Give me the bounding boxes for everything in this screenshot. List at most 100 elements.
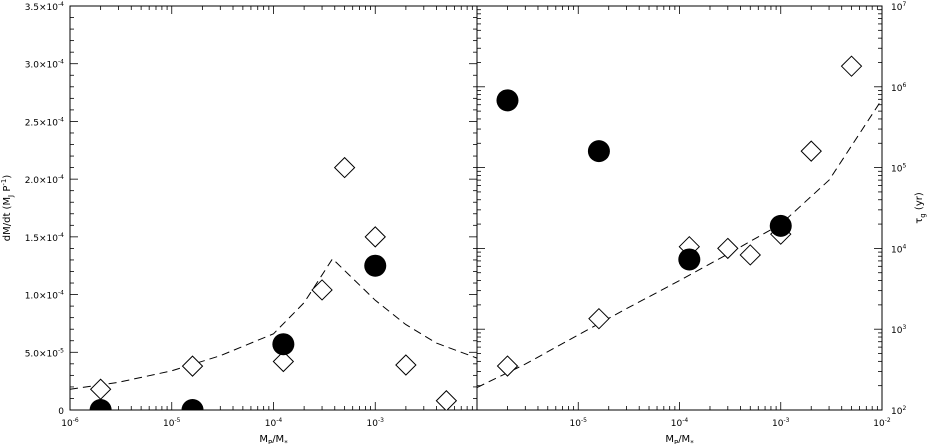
left-x-tick-label-sup: -3 — [378, 417, 384, 424]
right-y-tick-label-sup: 3 — [902, 324, 906, 331]
left-plot-frame — [69, 5, 478, 411]
left-x-tick-label: 10-5​ — [163, 417, 181, 429]
right-y-tick-label: 107​ — [891, 1, 906, 13]
right-x-tick-label-sup: -3 — [783, 417, 789, 424]
right-y-tick-label-sup: 5 — [902, 163, 906, 170]
right-x-tick-label-sup: -2 — [885, 417, 891, 424]
left-x-tick-label-sup: -4 — [276, 417, 282, 424]
right-y-tick-label-sup: 4 — [902, 243, 906, 250]
right-x-axis-title: MP​/M*​ — [665, 434, 694, 444]
left-x-tick-label-part: 10 — [265, 419, 277, 429]
left-x-axis-title-part: /M — [272, 434, 284, 444]
left-model-dashed-line — [70, 258, 477, 390]
left-x-axis-title-sub: P — [268, 439, 272, 444]
right-open-diamond-point — [496, 355, 519, 377]
left-y-tick-label-part: 3.5×10 — [25, 3, 59, 13]
right-y-axis-title-part: τ — [914, 218, 925, 224]
left-y-tick-label-sup: -4 — [58, 116, 64, 123]
left-filled-circle-point — [364, 254, 387, 277]
left-y-tick-label-sup: -4 — [58, 290, 64, 297]
right-y-tick-label-part: 10 — [891, 84, 903, 94]
left-y-tick-label: 3.0×10-4​ — [25, 59, 64, 71]
left-x-tick-label-part: 10 — [61, 419, 73, 429]
left-y-tick-label: 2.5×10-4​ — [25, 116, 64, 128]
right-open-diamond-point — [739, 244, 761, 266]
right-x-tick-label-part: 10 — [570, 419, 582, 429]
left-x-tick-label-sup: -5 — [174, 417, 180, 424]
left-y-tick-label-part: 1.5×10 — [25, 234, 59, 244]
right-y-axis-title: τg​ (yr) — [914, 192, 927, 224]
right-y-tick-label: 102​ — [891, 405, 906, 417]
left-y-tick-label-part: 1.0×10 — [25, 292, 59, 302]
right-x-tick-label-sup: -5 — [581, 417, 587, 424]
right-y-tick-label: 105​ — [891, 163, 906, 175]
left-data-layer — [70, 156, 477, 410]
left-open-diamond-point — [311, 279, 333, 301]
left-open-diamond-point — [333, 156, 356, 179]
right-x-tick-label: 10-3​ — [772, 417, 790, 429]
right-filled-circle-point — [587, 140, 610, 163]
right-plot-frame — [476, 5, 883, 411]
left-y-tick-label: 1.0×10-4​ — [25, 290, 64, 302]
right-y-tick-label: 106​ — [891, 82, 906, 94]
right-y-tick-label-part: 10 — [891, 326, 903, 336]
left-y-tick-label-sup: -4 — [58, 59, 64, 66]
left-y-tick-label: 5.0×10-5​ — [25, 347, 64, 359]
right-x-axis-title-part: /M — [678, 434, 690, 444]
right-panel: 10-5​ 10-4​ 10-3​ 10-2​102​ 103​ 104​ 105​ 106​… — [476, 1, 927, 444]
left-y-tick-label-part: 2.5×10 — [25, 118, 59, 128]
right-open-diamond-point — [840, 55, 863, 77]
right-y-tick-label-sup: 2 — [902, 405, 906, 412]
left-x-axis-title-part: M — [259, 434, 268, 444]
left-y-tick-label-sup: -5 — [58, 347, 64, 354]
right-x-tick-label: 10-4​ — [671, 417, 689, 429]
left-open-diamond-point — [364, 226, 386, 248]
right-x-tick-label-sup: -4 — [682, 417, 688, 424]
right-x-tick-label: 10-5​ — [570, 417, 588, 429]
right-open-diamond-point — [588, 307, 610, 330]
right-filled-circle-point — [769, 214, 792, 237]
right-x-tick-label-part: 10 — [671, 419, 683, 429]
right-y-tick-label-part: 10 — [891, 407, 903, 417]
left-y-tick-label-part: 0 — [58, 407, 64, 417]
left-y-axis-title-sub: J — [7, 195, 15, 198]
left-filled-circle-point — [272, 333, 295, 356]
left-y-axis-title-part: ) — [2, 175, 13, 179]
left-y-axis-title: dM/dt (MJ​ P-1​) — [0, 175, 15, 242]
left-open-diamond-point — [181, 355, 204, 377]
left-y-tick-label-part: 5.0×10 — [25, 349, 59, 359]
right-data-layer — [477, 55, 882, 388]
left-x-tick-label-sup: -6 — [73, 417, 79, 424]
left-x-axis-title: MP​/M*​ — [259, 434, 288, 444]
left-x-tick-label-part: 10 — [163, 419, 175, 429]
right-y-tick-label: 103​ — [891, 324, 906, 336]
right-y-tick-label-sup: 6 — [902, 82, 906, 89]
right-x-axis-title-sub: P — [674, 439, 678, 444]
left-y-tick-label-part: 3.0×10 — [25, 61, 59, 71]
left-filled-circle-point — [181, 399, 204, 410]
right-filled-circle-point — [496, 89, 519, 112]
left-y-tick-label-sup: -4 — [58, 174, 64, 181]
left-y-axis-title-part: P — [2, 186, 13, 195]
left-open-diamond-point — [89, 378, 112, 400]
right-y-axis-title-part: (yr) — [914, 192, 925, 213]
left-open-diamond-point — [435, 390, 458, 410]
left-y-axis-title-sup: -1 — [0, 179, 8, 186]
right-x-axis-title-part: M — [665, 434, 674, 444]
right-y-tick-label-part: 10 — [891, 3, 903, 13]
left-open-diamond-point — [272, 350, 295, 373]
left-x-tick-label: 10-3​ — [367, 417, 385, 429]
left-x-tick-label-part: 10 — [367, 419, 379, 429]
right-x-tick-label-part: 10 — [873, 419, 885, 429]
right-filled-circle-point — [678, 248, 701, 271]
left-x-axis-title-sub: * — [284, 439, 288, 444]
right-x-tick-label-part: 10 — [772, 419, 784, 429]
left-y-axis-title-part: dM/dt (M — [2, 197, 13, 241]
right-x-tick-label: 10-2​ — [873, 417, 891, 429]
right-y-axis-title-sub: g — [919, 213, 927, 217]
right-open-diamond-point — [800, 140, 822, 162]
right-model-dashed-line — [477, 99, 882, 388]
left-panel: 10-6​10-5​10-4​10-3​05.0×10-5​1.0×10-4​1… — [0, 1, 478, 444]
right-open-diamond-point — [717, 237, 739, 260]
right-x-axis-title-sub: * — [690, 439, 694, 444]
